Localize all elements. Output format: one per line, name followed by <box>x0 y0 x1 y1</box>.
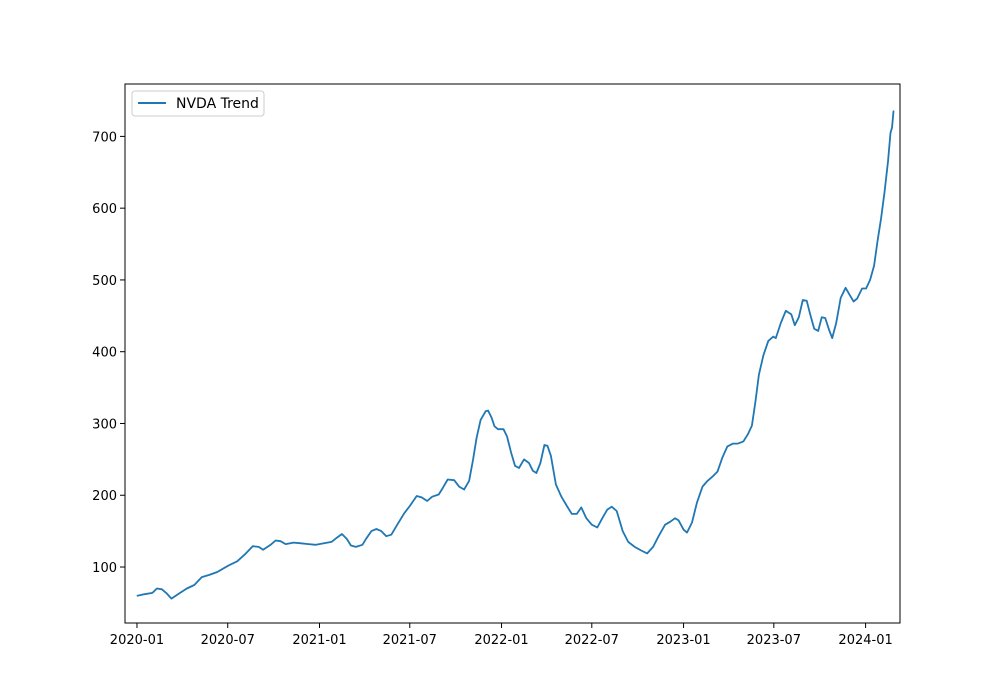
x-tick-label: 2020-01 <box>110 633 164 648</box>
x-tick-label: 2023-07 <box>747 633 801 648</box>
x-tick-label: 2021-01 <box>292 633 346 648</box>
y-tick-label: 200 <box>92 489 117 504</box>
series-layer <box>136 110 895 600</box>
y-axis: 100 200 300 400 500 600 700 <box>92 130 125 576</box>
y-tick-label: 700 <box>92 130 117 145</box>
x-tick-label: 2020-07 <box>201 633 255 648</box>
y-tick-label: 600 <box>92 202 117 217</box>
y-tick-label: 500 <box>92 274 117 289</box>
x-tick-label: 2024-01 <box>838 633 892 648</box>
plot-frame <box>124 83 901 624</box>
legend-label-nvda-trend: NVDA Trend <box>176 96 259 112</box>
x-axis: 2020-01 2020-07 2021-01 2021-07 2022-01 2022-… <box>110 623 893 648</box>
y-tick-label: 300 <box>92 417 117 432</box>
x-tick-label: 2021-07 <box>383 633 437 648</box>
x-tick-label: 2022-01 <box>474 633 528 648</box>
legend-box <box>131 90 265 117</box>
legend: NVDA Trend <box>131 90 265 117</box>
x-tick-label: 2022-07 <box>565 633 619 648</box>
x-tick-label: 2023-01 <box>656 633 710 648</box>
y-tick-label: 100 <box>92 561 117 576</box>
series-line-nvda-trend <box>136 110 895 600</box>
y-tick-label: 400 <box>92 346 117 361</box>
